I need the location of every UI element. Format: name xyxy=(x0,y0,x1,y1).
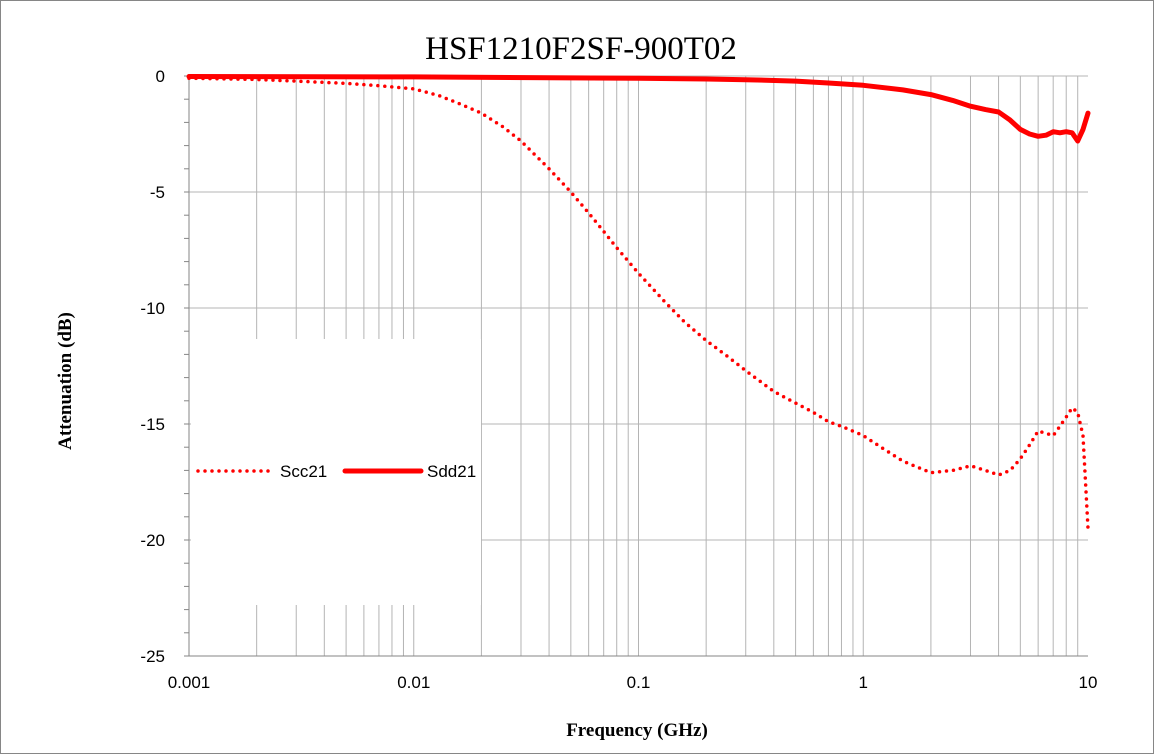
x-tick-label: 10 xyxy=(1079,673,1098,692)
y-axis-title: Attenuation (dB) xyxy=(55,312,76,450)
series-line-scc21 xyxy=(187,76,1090,531)
y-tick-label: -25 xyxy=(140,647,165,666)
y-tick-label: -20 xyxy=(140,531,165,550)
y-tick-label: -15 xyxy=(140,415,165,434)
x-axis-title: Frequency (GHz) xyxy=(566,720,708,741)
legend: Scc21 Sdd21 xyxy=(191,339,481,605)
legend-label-sdd21: Sdd21 xyxy=(427,462,476,481)
y-tick-label: 0 xyxy=(156,67,165,86)
chart-title: HSF1210F2SF-900T02 xyxy=(425,31,737,67)
x-tick-label: 0.1 xyxy=(627,673,651,692)
x-tick-label: 0.001 xyxy=(168,673,211,692)
axes: 0 -5 -10 -15 -20 -250.001 0.01 0.1 1 10 xyxy=(140,67,1097,692)
x-tick-label: 1 xyxy=(859,673,868,692)
gridlines xyxy=(189,75,1088,656)
y-tick-label: -10 xyxy=(140,299,165,318)
series-line-sdd21 xyxy=(186,74,1091,144)
x-tick-label: 0.01 xyxy=(397,673,430,692)
y-tick-label: -5 xyxy=(150,183,165,202)
series-lines xyxy=(186,74,1091,531)
legend-label-scc21: Scc21 xyxy=(280,462,327,481)
